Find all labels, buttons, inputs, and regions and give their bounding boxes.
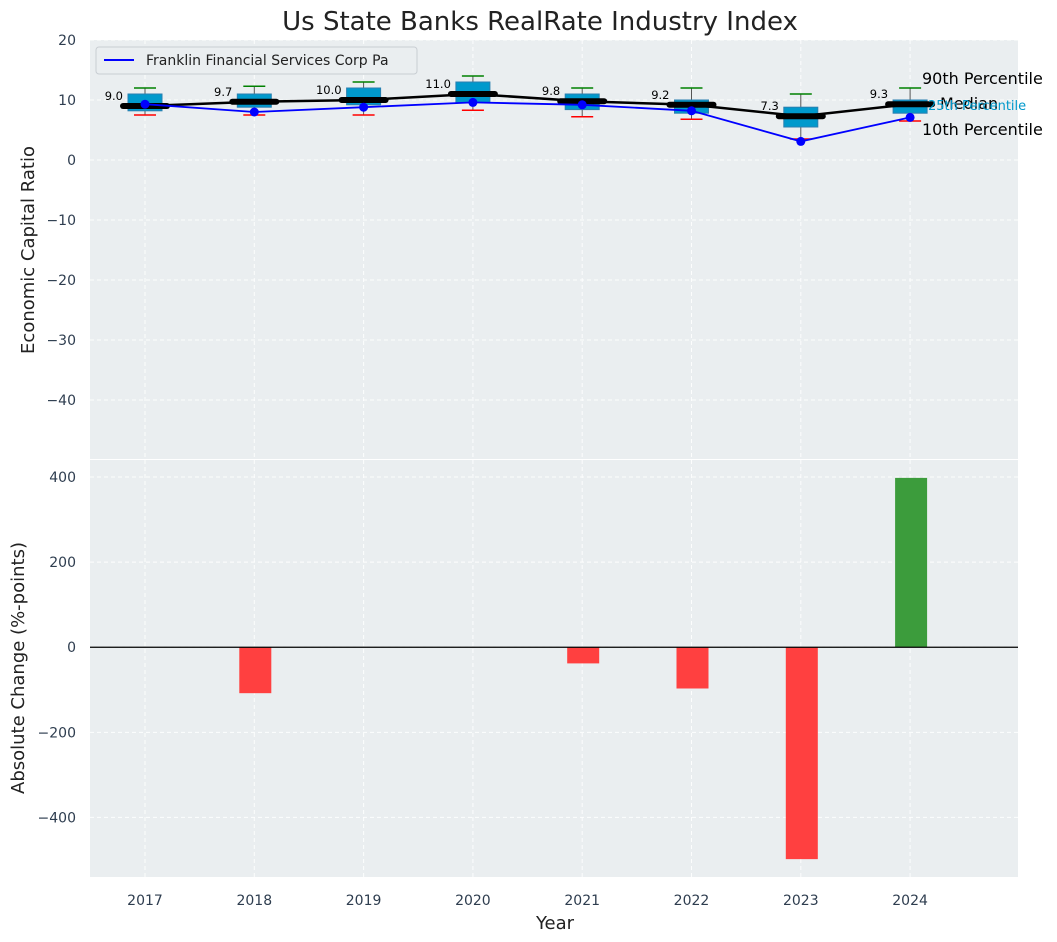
company-series-point bbox=[140, 99, 150, 109]
median-value-label: 9.8 bbox=[542, 84, 560, 98]
x-tick-label: 2017 bbox=[127, 893, 163, 909]
median-value-label: 9.2 bbox=[651, 88, 669, 102]
bar-positive bbox=[895, 477, 928, 648]
chart-title: Us State Banks RealRate Industry Index bbox=[282, 7, 798, 37]
bottom-y-axis-title: Absolute Change (%-points) bbox=[8, 542, 29, 794]
company-series-point bbox=[905, 112, 915, 122]
annotation-p25: 25th Percentile bbox=[928, 99, 1026, 114]
top-y-tick-label: −20 bbox=[46, 273, 76, 289]
company-series-point bbox=[359, 102, 369, 112]
x-tick-label: 2020 bbox=[455, 893, 491, 909]
company-series-point bbox=[577, 100, 587, 110]
bottom-y-tick-label: 0 bbox=[67, 640, 76, 656]
bottom-y-tick-label: −200 bbox=[38, 725, 76, 741]
bar-negative bbox=[239, 647, 272, 694]
top-y-tick-label: 0 bbox=[67, 153, 76, 169]
median-value-label: 10.0 bbox=[316, 83, 342, 97]
top-y-tick-label: 10 bbox=[58, 93, 76, 109]
bottom-y-tick-label: 200 bbox=[49, 555, 76, 571]
bar-negative bbox=[676, 647, 709, 689]
median-value-label: 9.7 bbox=[214, 85, 232, 99]
median-value-label: 7.3 bbox=[761, 99, 779, 113]
bottom-y-tick-label: −400 bbox=[38, 810, 76, 826]
legend-label: Franklin Financial Services Corp Pa bbox=[146, 53, 389, 69]
annotation-p90: 90th Percentile bbox=[922, 69, 1043, 88]
top-panel: 20 10 0 −10 −20 −30 −40 9.0 9.7 10.0 11.0 9.8 9.2 7.3… bbox=[46, 33, 1043, 461]
x-tick-label: 2023 bbox=[783, 893, 819, 909]
legend-frame bbox=[95, 46, 418, 75]
bottom-panel: 400 200 0 −200 −400 2017 2018 2019 2020 2021 2022 2… bbox=[38, 460, 1018, 909]
legend: Franklin Financial Services Corp Pa bbox=[95, 46, 418, 75]
company-series-point bbox=[468, 97, 478, 107]
annotation-p10: 10th Percentile bbox=[922, 120, 1043, 139]
median-value-label: 11.0 bbox=[425, 77, 451, 91]
median-value-label: 9.0 bbox=[105, 89, 123, 103]
top-y-tick-label: −40 bbox=[46, 393, 76, 409]
company-series-line bbox=[144, 101, 911, 143]
company-series-point bbox=[249, 107, 259, 117]
top-y-tick-label: −30 bbox=[46, 333, 76, 349]
x-tick-label: 2021 bbox=[564, 893, 600, 909]
median-value-label: 9.3 bbox=[870, 87, 888, 101]
bottom-y-tick-label: 400 bbox=[49, 470, 76, 486]
x-tick-label: 2018 bbox=[236, 893, 272, 909]
x-tick-label: 2019 bbox=[346, 893, 382, 909]
bar-negative bbox=[567, 647, 600, 664]
x-tick-label: 2022 bbox=[674, 893, 710, 909]
top-y-tick-label: 20 bbox=[58, 33, 76, 49]
top-y-axis-title: Economic Capital Ratio bbox=[18, 146, 39, 354]
annotation-median: Median bbox=[940, 94, 998, 113]
bar-negative bbox=[785, 647, 818, 860]
company-series-point bbox=[796, 136, 806, 146]
company-series-point bbox=[687, 106, 696, 116]
bottom-plot-area bbox=[90, 460, 1018, 877]
x-axis-title: Year bbox=[535, 913, 575, 934]
top-y-tick-label: −10 bbox=[46, 213, 76, 229]
x-tick-label: 2024 bbox=[892, 893, 928, 909]
